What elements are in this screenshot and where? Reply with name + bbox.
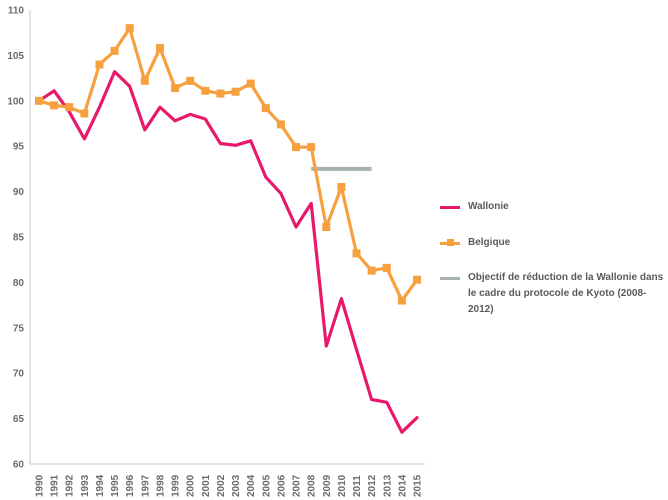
series-layer [35, 24, 421, 434]
y-tick-label-105: 105 [7, 51, 24, 62]
x-tick-label-1996: 1996 [125, 474, 136, 497]
x-tick-label-2012: 2012 [367, 474, 378, 497]
x-tick-label-1999: 1999 [171, 474, 182, 497]
legend-label-belgique: Belgique [468, 237, 511, 248]
data-point-belgique-1999 [171, 84, 180, 93]
data-point-belgique-1992 [65, 103, 74, 112]
legend-label-kyoto: Objectif de réduction de la Wallonie dan… [468, 272, 664, 315]
data-point-belgique-2002 [216, 89, 225, 98]
y-tick-label-95: 95 [13, 142, 25, 153]
x-tick-label-1998: 1998 [155, 474, 166, 497]
x-tick-label-2013: 2013 [382, 474, 393, 497]
x-axis-tick-labels: 1990 1991 1992 1993 1994 1995 1996 1997 1998 1999… [35, 474, 424, 497]
x-tick-label-2009: 2009 [322, 474, 333, 497]
data-point-belgique-1995 [110, 46, 119, 55]
data-point-belgique-2005 [261, 104, 270, 113]
x-tick-label-2015: 2015 [413, 474, 424, 497]
data-point-belgique-1991 [50, 101, 59, 110]
x-tick-label-1995: 1995 [110, 474, 121, 497]
y-tick-label-90: 90 [13, 187, 25, 198]
y-tick-label-85: 85 [13, 233, 25, 244]
x-tick-label-2010: 2010 [337, 474, 348, 497]
y-tick-label-100: 100 [7, 96, 24, 107]
data-point-belgique-2001 [201, 86, 210, 95]
x-tick-label-2005: 2005 [261, 474, 272, 497]
data-point-belgique-1997 [140, 76, 149, 85]
x-tick-label-2002: 2002 [216, 474, 227, 497]
x-tick-label-2004: 2004 [246, 474, 257, 497]
data-point-belgique-2010 [337, 183, 346, 192]
data-point-belgique-2006 [276, 120, 285, 129]
y-tick-label-70: 70 [13, 369, 25, 380]
x-tick-label-2003: 2003 [231, 474, 242, 497]
data-point-belgique-1996 [125, 24, 134, 33]
data-point-belgique-2009 [322, 223, 331, 232]
y-tick-label-60: 60 [13, 460, 25, 471]
x-tick-label-2011: 2011 [352, 475, 363, 497]
data-point-belgique-2003 [231, 87, 240, 96]
data-point-belgique-2008 [307, 143, 316, 152]
kyoto-swatch [440, 277, 460, 280]
y-tick-label-65: 65 [13, 414, 25, 425]
data-point-belgique-2015 [413, 275, 421, 284]
data-point-belgique-2014 [397, 296, 406, 305]
x-tick-label-2007: 2007 [292, 474, 303, 497]
x-tick-label-1992: 1992 [65, 474, 76, 497]
data-point-belgique-2013 [382, 263, 391, 272]
legend-item-wallonie: Wallonie [440, 199, 665, 215]
x-tick-label-2001: 2001 [201, 474, 212, 497]
x-tick-label-2000: 2000 [186, 474, 197, 497]
legend-item-belgique: Belgique [440, 235, 665, 251]
data-point-belgique-2004 [246, 79, 255, 88]
data-point-belgique-1998 [155, 44, 164, 53]
legend-label-wallonie: Wallonie [468, 201, 509, 212]
data-point-belgique-2000 [186, 76, 195, 85]
x-tick-label-1991: 1991 [50, 474, 61, 497]
y-tick-label-110: 110 [8, 6, 25, 17]
belgique-marker-icon [447, 239, 454, 246]
y-tick-label-75: 75 [13, 323, 25, 334]
x-tick-label-1993: 1993 [80, 474, 91, 497]
x-tick-label-2014: 2014 [397, 474, 408, 497]
data-point-belgique-2011 [352, 249, 361, 258]
data-point-belgique-2007 [292, 143, 301, 152]
wallonie-swatch [440, 206, 460, 209]
x-tick-label-2006: 2006 [276, 474, 287, 497]
series-line-belgique [37, 26, 419, 303]
data-point-belgique-2012 [367, 266, 376, 275]
x-tick-label-2008: 2008 [307, 474, 318, 497]
series-line-wallonie [37, 70, 419, 434]
legend-item-kyoto: Objectif de réduction de la Wallonie dan… [440, 270, 665, 318]
y-tick-label-80: 80 [13, 278, 25, 289]
x-tick-label-1997: 1997 [140, 474, 151, 497]
data-point-belgique-1993 [80, 109, 89, 118]
y-axis-tick-labels: 60 65 70 75 80 85 90 95 100 105 110 [7, 6, 24, 471]
data-point-belgique-1994 [95, 60, 104, 69]
data-point-belgique-1990 [35, 96, 43, 105]
x-tick-label-1990: 1990 [35, 474, 46, 497]
x-tick-label-1994: 1994 [95, 474, 106, 497]
